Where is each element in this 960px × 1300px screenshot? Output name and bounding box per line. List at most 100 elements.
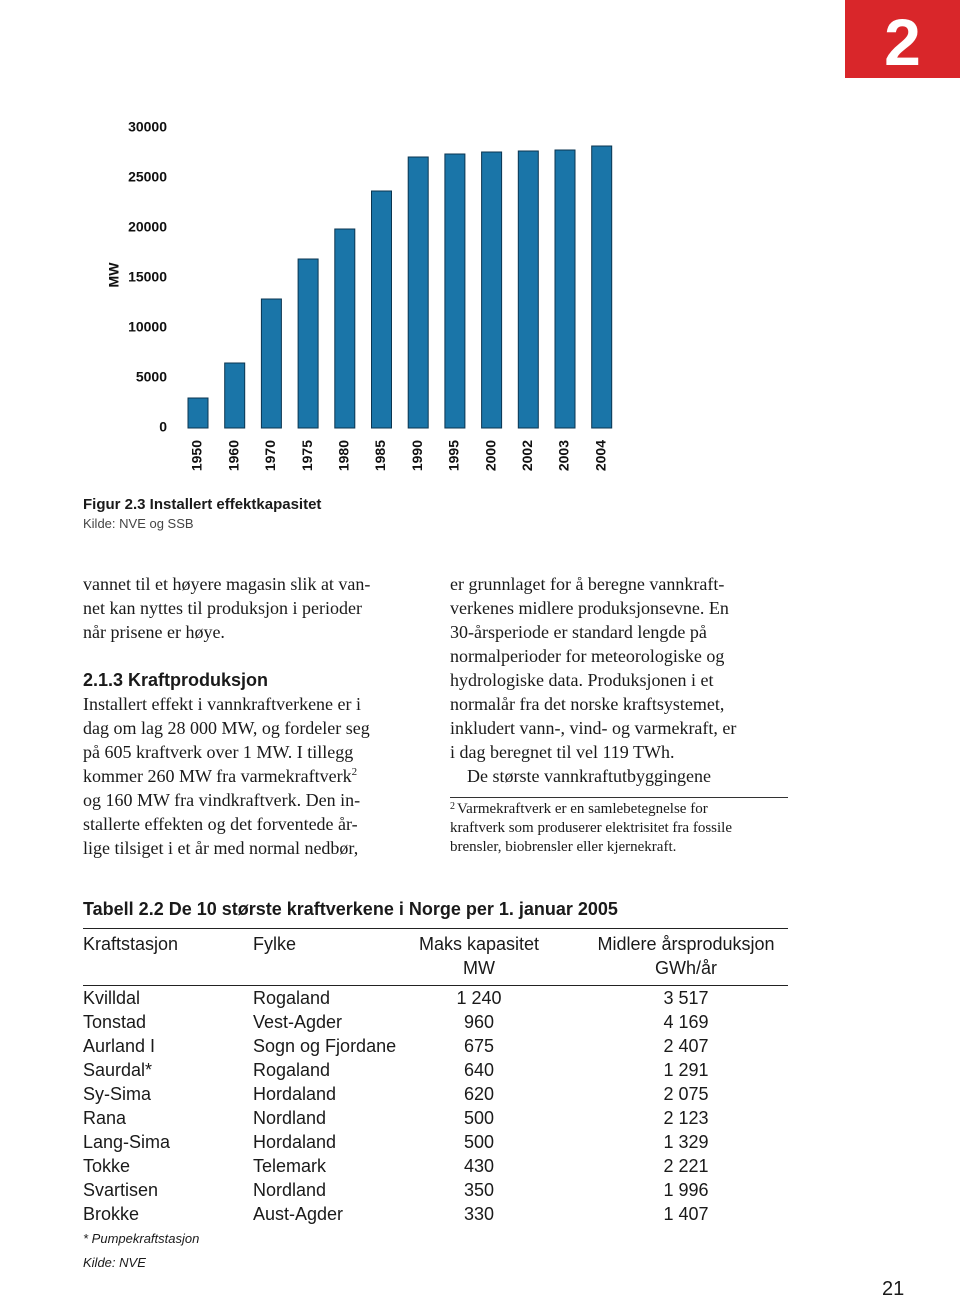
table-cell: 1 291 [663,1060,709,1080]
section-heading: 2.1.3 Kraftproduksjon [83,670,269,690]
table-cell: 1 996 [663,1180,709,1200]
x-tick-label: 1990 [409,440,425,471]
table-header: Kraftstasjon [83,934,179,954]
bar [297,258,319,429]
bar [444,153,466,429]
x-tick-label: 1980 [336,440,352,471]
x-tick-label: 1950 [189,440,205,471]
y-tick-label: 15000 [128,269,167,285]
x-tick-label: 2003 [556,440,572,471]
body-text: vannet til et høyere magasin slik at van… [83,574,371,594]
y-tick-label: 30000 [128,119,167,135]
table-cell: Vest-Agder [253,1012,343,1032]
bar [187,397,209,429]
table-cell: Aust-Agder [253,1204,344,1224]
table-cell: Saurdal* [83,1060,153,1080]
x-tick-label: 2000 [482,440,498,471]
footnote-text: brensler, biobrensler eller kjernekraft. [450,839,677,855]
table-cell: 2 075 [663,1084,709,1104]
chapter-tab: 2 [845,0,960,79]
figure-source: Kilde: NVE og SSB [83,516,194,531]
body-text: stallerte effekten og det forventede år- [83,814,358,834]
table-cell: 675 [463,1036,495,1056]
y-tick-label: 20000 [128,219,167,235]
table-cell: Hordaland [253,1084,337,1104]
bar [517,150,539,429]
footnote-text: kraftverk som produserer elektrisitet fr… [450,820,732,836]
body-text: i dag beregnet til vel 119 TWh. [450,742,675,762]
table-cell: Tonstad [83,1012,147,1032]
table-cell: 640 [463,1060,495,1080]
y-axis-label: MW [106,262,122,288]
table-rule [83,985,788,986]
bar [334,228,356,429]
table-cell: 2 221 [663,1156,709,1176]
table-cell: Hordaland [253,1132,337,1152]
table-cell: Sy-Sima [83,1084,152,1104]
y-tick-label: 0 [159,419,167,435]
x-tick-label: 1960 [225,440,241,471]
table-header: Fylke [253,934,297,954]
table-cell: 1 407 [663,1204,709,1224]
y-tick-label: 10000 [128,319,167,335]
table-cell: 4 169 [663,1012,709,1032]
table-cell: Rogaland [253,988,331,1008]
bar [260,298,282,429]
table-cell: Svartisen [83,1180,159,1200]
bar [554,149,576,429]
table-cell: 2 407 [663,1036,709,1056]
y-tick-label: 5000 [136,369,167,385]
body-text: verkenes midlere produksjonsevne. En [450,598,729,618]
body-text: net kan nyttes til produksjon i perioder [83,598,362,618]
body-text: normalperioder for meteorologiske og [450,646,725,666]
table-cell: 500 [463,1132,495,1152]
table-note: * Pumpekraftstasjon [83,1231,200,1246]
body-text: 30-årsperiode er standard lengde på [450,622,707,642]
bar [407,156,429,429]
x-tick-label: 1970 [262,440,278,471]
body-text: og 160 MW fra vindkraftverk. Den in- [83,790,361,810]
table-cell: Brokke [83,1204,140,1224]
page-number: 21 [882,1278,905,1300]
table-cell: 3 517 [663,988,709,1008]
footnote-ref: 2 [351,766,358,778]
table-note: Kilde: NVE [83,1255,146,1270]
y-tick-label: 25000 [128,169,167,185]
table-header: MW [463,958,495,978]
table-cell: 330 [463,1204,495,1224]
body-text: er grunnlaget for å beregne vannkraft- [450,574,725,594]
table-cell: 1 240 [456,988,502,1008]
table-cell: Sogn og Fjordane [253,1036,397,1056]
table-header: GWh/år [654,958,717,978]
body-text: lige tilsiget i et år med normal nedbør, [83,838,359,858]
x-tick-label: 2004 [592,440,608,471]
table-cell: Rana [83,1108,127,1128]
table-cell: Rogaland [253,1060,331,1080]
bar [481,151,503,429]
body-text: De største vannkraftutbyggingene [467,766,711,786]
table-cell: 430 [463,1156,495,1176]
body-text: på 605 kraftverk over 1 MW. I tillegg [83,742,354,762]
figure-caption: Figur 2.3 Installert effektkapasitet [83,496,322,513]
body-text: dag om lag 28 000 MW, og fordeler seg [83,718,370,738]
body-text: Installert effekt i vannkraftverkene er … [83,694,362,714]
table-header: Maks kapasitet [418,934,540,954]
body-text: normalår fra det norske kraftsystemet, [450,694,725,714]
bar [371,190,392,429]
table-cell: Telemark [253,1156,327,1176]
table-title: Tabell 2.2 De 10 største kraftverkene i … [83,899,618,919]
table-cell: 960 [463,1012,495,1032]
table-header: Midlere årsproduksjon [597,934,775,954]
x-tick-label: 2002 [519,440,535,471]
table-cell: 2 123 [663,1108,709,1128]
table-cell: 500 [463,1108,495,1128]
footnote-number: 2 [450,801,455,812]
chart: MW 0 5000 10000 15000 20000 25000 30000 1950 196… [106,119,613,471]
bar [591,145,613,429]
x-tick-label: 1985 [372,440,388,471]
body-text: hydrologiske data. Produksjonen i et [450,670,714,690]
bar [224,362,246,429]
body-text: inkludert vann-, vind- og varmekraft, er [450,718,737,738]
table-cell: Lang-Sima [83,1132,171,1152]
